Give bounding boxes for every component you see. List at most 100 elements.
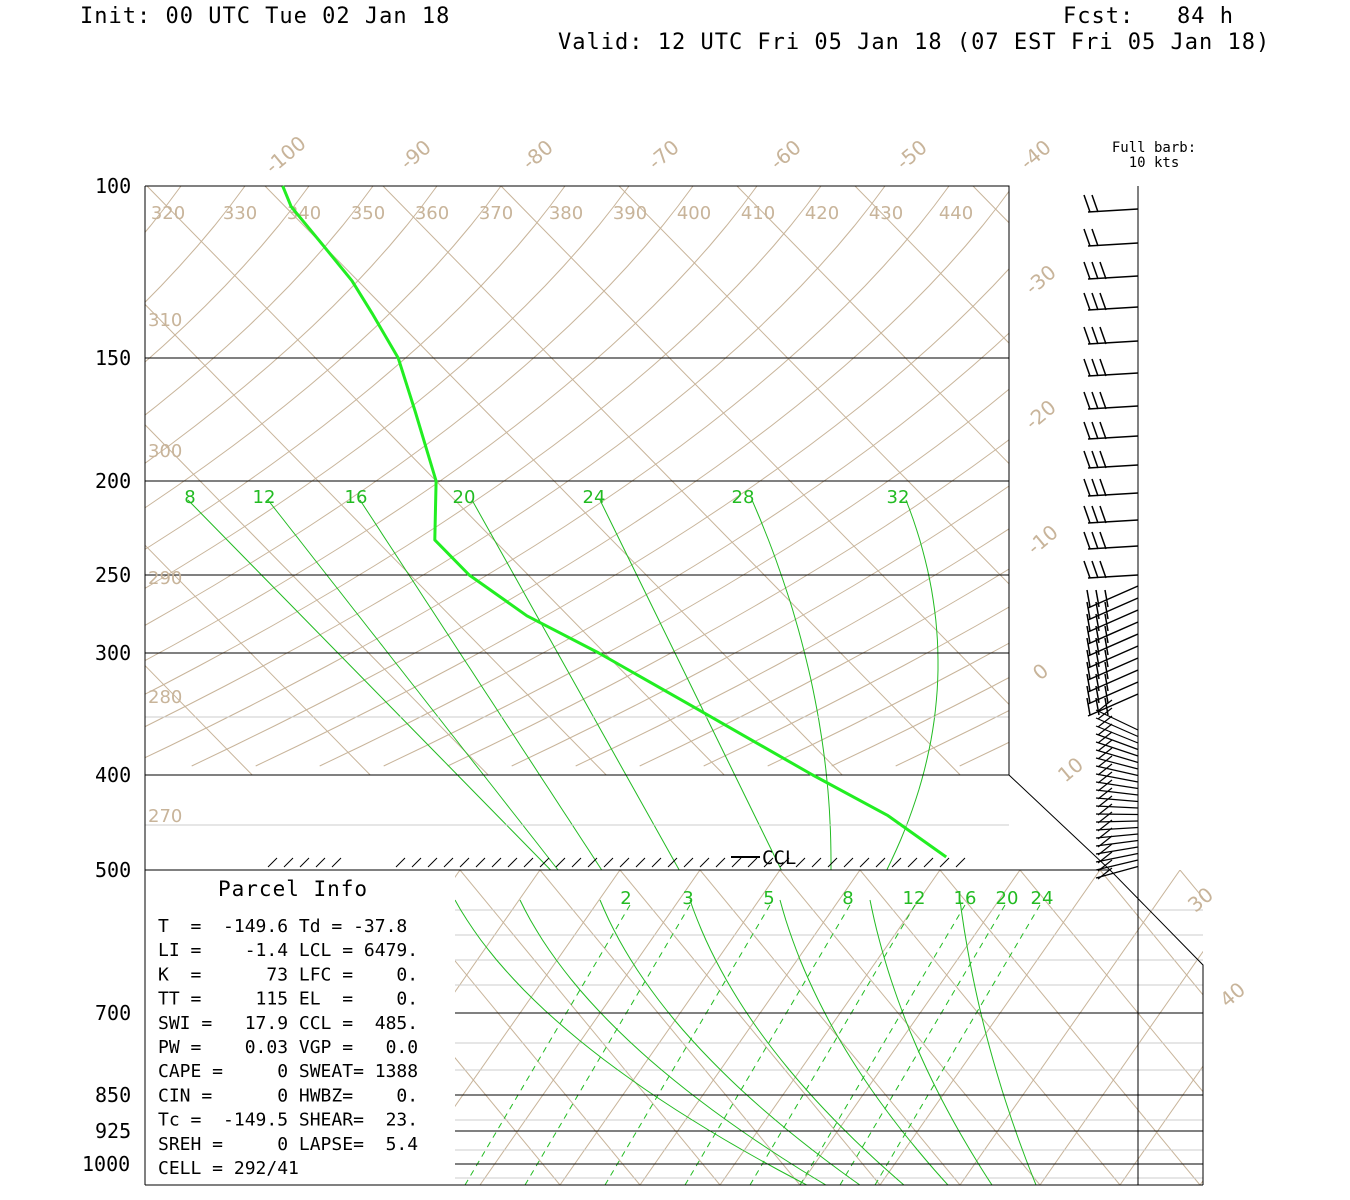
pressure-label-200: 200 bbox=[95, 469, 131, 493]
barb-feather bbox=[1104, 661, 1109, 680]
moist-adiabat-curve bbox=[455, 899, 808, 1185]
barb-feather bbox=[1097, 699, 1113, 712]
dry-adiabat-line bbox=[145, 186, 694, 626]
dry-adiabat-line bbox=[447, 439, 1009, 767]
wind-barb bbox=[1095, 819, 1139, 832]
mixing-ratio-curve bbox=[751, 499, 827, 775]
wind-barb bbox=[1083, 228, 1139, 247]
parcel-info-row: CELL = 292/41 bbox=[158, 1158, 299, 1179]
dry-adiabat-line bbox=[895, 710, 1009, 767]
wind-barb bbox=[1095, 851, 1139, 864]
isotherm-line bbox=[479, 870, 701, 1185]
wind-barb bbox=[1095, 763, 1139, 783]
barb-feather bbox=[1104, 613, 1109, 632]
wind-barb bbox=[1095, 865, 1139, 880]
isotherm-line bbox=[455, 870, 541, 993]
isotherm-label: 0 bbox=[1028, 658, 1053, 685]
wind-barb bbox=[1086, 681, 1139, 705]
wind-barb bbox=[1083, 326, 1139, 345]
mixing-ratio-label: 2 bbox=[620, 888, 631, 909]
dry-adiabat-line bbox=[319, 332, 1009, 767]
theta-label: 400 bbox=[677, 203, 711, 224]
theta-label: 270 bbox=[148, 806, 182, 827]
hatch-mark bbox=[507, 857, 518, 868]
mixing-ratio-label: 12 bbox=[253, 487, 276, 508]
parcel-info-row: CAPE = 0 SWEAT= 1388 bbox=[158, 1061, 418, 1082]
barb-feather bbox=[1097, 827, 1113, 840]
wind-barb bbox=[1083, 421, 1139, 440]
mixing-ratio-label: 20 bbox=[453, 487, 476, 508]
parcel-info-panel: Parcel Info T = -149.6 Td = -37.8 LI = -1.… bbox=[158, 877, 418, 1179]
barb-staff bbox=[1087, 693, 1139, 717]
barb-staff bbox=[1095, 789, 1139, 796]
isotherm-line bbox=[145, 544, 371, 775]
barb-staff bbox=[1095, 757, 1139, 770]
hatch-mark bbox=[923, 857, 934, 868]
barb-staff bbox=[1087, 609, 1139, 633]
barb-feather bbox=[1086, 589, 1091, 608]
hatch-mark bbox=[891, 857, 902, 868]
barb-feather bbox=[1099, 478, 1107, 497]
wind-barb bbox=[1083, 531, 1139, 550]
barb-feather bbox=[1097, 787, 1113, 800]
mixing-ratio-label: 16 bbox=[954, 888, 977, 909]
mixing-ratio-curve bbox=[599, 499, 736, 775]
hatch-mark bbox=[939, 857, 950, 868]
isotherm-label: 30 bbox=[1183, 882, 1218, 917]
barb-staff bbox=[1087, 306, 1139, 311]
moist-adiabat-curve bbox=[869, 899, 993, 1185]
parcel-info-row: SWI = 17.9 CCL = 485. bbox=[158, 1013, 418, 1034]
barb-feather bbox=[1091, 478, 1099, 497]
barb-feather bbox=[1097, 803, 1113, 816]
barb-feather bbox=[1097, 747, 1113, 760]
frame-right-lower bbox=[1008, 774, 1204, 1185]
barb-feather bbox=[1091, 326, 1099, 345]
wind-barb bbox=[1086, 621, 1139, 645]
pressure-label-150: 150 bbox=[95, 346, 131, 370]
wind-barb bbox=[1086, 669, 1139, 693]
wind-barb bbox=[1086, 597, 1139, 621]
isotherm-line bbox=[799, 870, 1021, 1185]
wind-barb bbox=[1095, 779, 1139, 796]
barb-feather bbox=[1086, 637, 1091, 656]
barb-staff bbox=[1087, 242, 1139, 247]
isotherm-line bbox=[1209, 186, 1350, 775]
isotherm-label: 40 bbox=[1215, 977, 1250, 1012]
isotherm-line bbox=[145, 664, 253, 775]
parcel-info-row: SREH = 0 LAPSE= 5.4 bbox=[158, 1134, 418, 1155]
valid-time: Valid: 12 UTC Fri 05 Jan 18 (07 EST Fri … bbox=[558, 30, 1271, 55]
mixing-ratio-dashed bbox=[604, 904, 771, 1185]
moist-adiabat-curve bbox=[779, 899, 949, 1185]
mixing-ratio-curve bbox=[539, 775, 603, 870]
barb-feather bbox=[1099, 391, 1107, 410]
barb-staff bbox=[1087, 372, 1139, 377]
theta-label: 440 bbox=[939, 203, 973, 224]
barb-feather bbox=[1083, 358, 1091, 377]
wind-barb bbox=[1086, 633, 1139, 657]
mixing-ratio-dashed bbox=[524, 904, 691, 1185]
mixing-ratio-label: 24 bbox=[583, 487, 606, 508]
barb-feather bbox=[1095, 625, 1100, 644]
barb-feather bbox=[1099, 531, 1107, 550]
barb-feather bbox=[1104, 685, 1109, 704]
temperature-profile: CCL bbox=[281, 185, 948, 869]
dry-adiabat-line bbox=[145, 186, 822, 695]
hatch-mark bbox=[715, 857, 726, 868]
hatch-mark bbox=[619, 857, 630, 868]
barb-staff bbox=[1087, 275, 1139, 280]
parcel-info-row: LI = -1.4 LCL = 6479. bbox=[158, 940, 418, 961]
parcel-info-row: T = -149.6 Td = -37.8 bbox=[158, 916, 407, 937]
mixing-ratio-curve bbox=[886, 775, 924, 870]
mixing-ratio-curve bbox=[734, 775, 782, 870]
barb-feather bbox=[1097, 731, 1113, 744]
theta-label: 360 bbox=[415, 203, 449, 224]
isotherm-line bbox=[1327, 186, 1350, 775]
mixing-ratio-dashed bbox=[749, 904, 916, 1185]
hatch-marks bbox=[267, 857, 966, 868]
isotherm-line bbox=[879, 870, 1101, 1185]
mixing-ratio-dashed bbox=[839, 904, 1006, 1185]
barb-staff bbox=[1087, 633, 1139, 657]
hatch-mark bbox=[763, 857, 774, 868]
wind-barb bbox=[1086, 693, 1139, 717]
parcel-info-row: CIN = 0 HWBZ= 0. bbox=[158, 1085, 418, 1106]
